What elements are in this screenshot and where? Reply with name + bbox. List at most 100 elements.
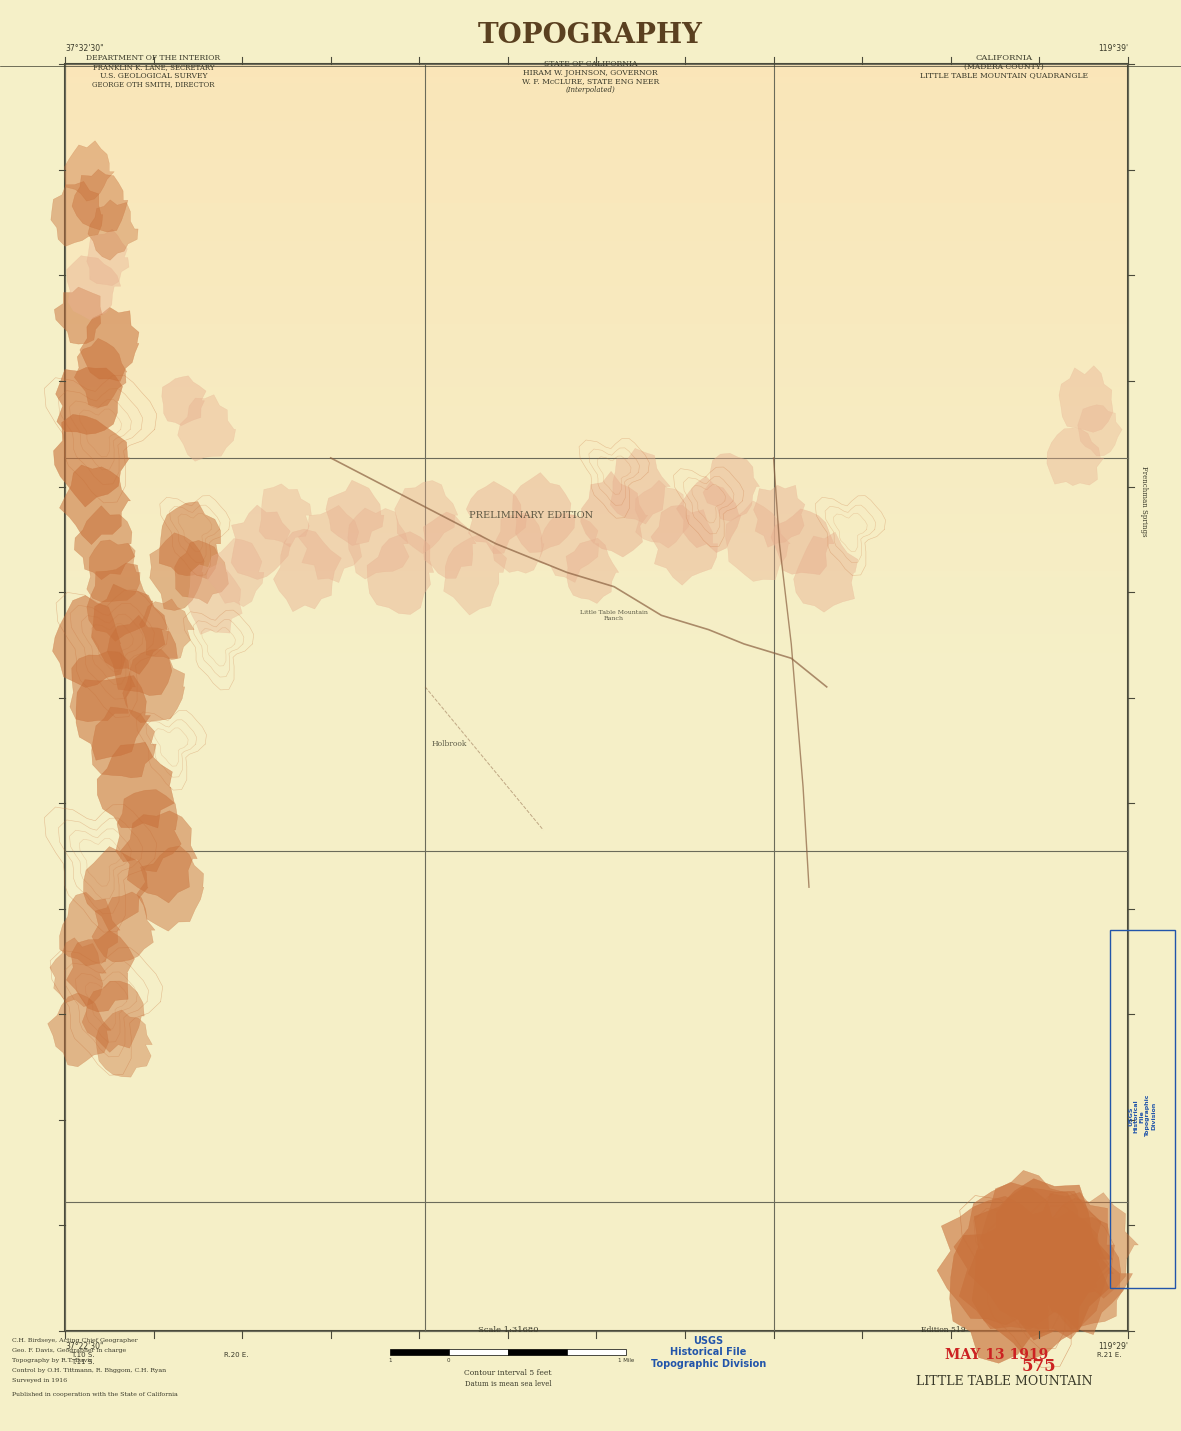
- Text: Little Table Mountain
Ranch: Little Table Mountain Ranch: [580, 610, 648, 621]
- Polygon shape: [274, 529, 341, 611]
- Polygon shape: [444, 534, 507, 615]
- Polygon shape: [513, 472, 575, 552]
- Polygon shape: [56, 368, 123, 435]
- Text: C.H. Birdseye, Acting Chief Geographer: C.H. Birdseye, Acting Chief Geographer: [12, 1338, 137, 1342]
- Bar: [65, 64, 1128, 1331]
- Polygon shape: [581, 471, 647, 557]
- Polygon shape: [1030, 1218, 1133, 1335]
- Polygon shape: [87, 200, 138, 260]
- Polygon shape: [92, 892, 155, 962]
- Polygon shape: [725, 501, 790, 581]
- Bar: [390, 1349, 449, 1355]
- Text: DEPARTMENT OF THE INTERIOR: DEPARTMENT OF THE INTERIOR: [86, 54, 221, 63]
- Text: (MADERA COUNTY): (MADERA COUNTY): [964, 63, 1044, 72]
- Polygon shape: [74, 505, 135, 580]
- Text: 119°29': 119°29': [1098, 1342, 1128, 1351]
- Polygon shape: [50, 937, 106, 1007]
- Polygon shape: [92, 707, 156, 778]
- Text: 37°22'30": 37°22'30": [65, 1342, 104, 1351]
- Polygon shape: [753, 485, 805, 547]
- Polygon shape: [1048, 1238, 1124, 1329]
- Polygon shape: [1078, 405, 1122, 456]
- Polygon shape: [59, 465, 130, 545]
- Text: LITTLE TABLE MOUNTAIN: LITTLE TABLE MOUNTAIN: [915, 1375, 1092, 1388]
- Text: Holbrook: Holbrook: [431, 740, 466, 748]
- Text: CALIFORNIA: CALIFORNIA: [976, 54, 1032, 63]
- Polygon shape: [1046, 428, 1104, 485]
- Polygon shape: [97, 743, 175, 829]
- Text: GEORGE OTH SMITH, DIRECTOR: GEORGE OTH SMITH, DIRECTOR: [92, 80, 215, 89]
- Text: R.20 E.: R.20 E.: [224, 1352, 248, 1358]
- Text: PRELIMINARY EDITION: PRELIMINARY EDITION: [469, 511, 594, 519]
- Polygon shape: [177, 395, 235, 461]
- Polygon shape: [175, 541, 228, 604]
- Polygon shape: [150, 532, 204, 611]
- Polygon shape: [54, 288, 102, 343]
- Text: 0: 0: [448, 1358, 450, 1362]
- Polygon shape: [938, 1196, 1043, 1325]
- Text: Datum is mean sea level: Datum is mean sea level: [464, 1379, 552, 1388]
- Polygon shape: [74, 338, 126, 408]
- Polygon shape: [299, 505, 361, 582]
- Polygon shape: [96, 1010, 152, 1078]
- Polygon shape: [394, 481, 458, 554]
- Polygon shape: [677, 477, 740, 552]
- Bar: [567, 1349, 626, 1355]
- Text: Geo. F. Davis, Geographer in charge: Geo. F. Davis, Geographer in charge: [12, 1348, 126, 1352]
- Polygon shape: [231, 505, 291, 580]
- Text: Surveyed in 1916: Surveyed in 1916: [12, 1378, 67, 1382]
- Polygon shape: [87, 562, 152, 641]
- Polygon shape: [611, 448, 671, 524]
- Text: R.21 E.: R.21 E.: [1097, 1352, 1122, 1358]
- Polygon shape: [988, 1188, 1101, 1309]
- Polygon shape: [86, 539, 141, 602]
- Polygon shape: [139, 600, 194, 660]
- Polygon shape: [539, 514, 599, 582]
- Polygon shape: [1059, 366, 1113, 432]
- Polygon shape: [70, 651, 136, 721]
- Bar: [508, 1349, 567, 1355]
- Text: HIRAM W. JOHNSON, GOVERNOR: HIRAM W. JOHNSON, GOVERNOR: [523, 69, 658, 77]
- Text: Frenchman Springs: Frenchman Springs: [1140, 465, 1148, 537]
- Text: (Interpolated): (Interpolated): [566, 86, 615, 94]
- Polygon shape: [162, 376, 205, 425]
- Polygon shape: [123, 650, 184, 723]
- Polygon shape: [771, 509, 834, 575]
- Polygon shape: [116, 790, 181, 871]
- Polygon shape: [83, 982, 144, 1052]
- Text: USGS
Historical File
Topographic Division: USGS Historical File Topographic Divisio…: [651, 1335, 766, 1369]
- Text: T.10 S.
T.11 S.: T.10 S. T.11 S.: [71, 1352, 94, 1365]
- Polygon shape: [980, 1171, 1081, 1296]
- Polygon shape: [86, 229, 129, 286]
- Polygon shape: [159, 502, 221, 580]
- Text: Contour interval 5 feet: Contour interval 5 feet: [464, 1368, 552, 1377]
- Polygon shape: [47, 993, 111, 1066]
- Text: Edition 519: Edition 519: [921, 1325, 966, 1334]
- Text: 37°32'30": 37°32'30": [65, 44, 104, 53]
- Bar: [1110, 930, 1175, 1288]
- Polygon shape: [53, 415, 130, 507]
- Polygon shape: [72, 169, 128, 232]
- Polygon shape: [120, 811, 197, 903]
- Polygon shape: [954, 1182, 1077, 1329]
- Polygon shape: [423, 512, 476, 578]
- Text: U.S. GEOLOGICAL SURVEY: U.S. GEOLOGICAL SURVEY: [99, 72, 208, 80]
- Text: Published in cooperation with the State of California: Published in cooperation with the State …: [12, 1392, 177, 1397]
- Text: 575: 575: [1022, 1358, 1056, 1375]
- Polygon shape: [492, 512, 544, 574]
- Polygon shape: [92, 584, 168, 674]
- Polygon shape: [51, 182, 103, 246]
- Text: Scale 1:31680: Scale 1:31680: [477, 1325, 539, 1334]
- Polygon shape: [703, 454, 759, 521]
- Polygon shape: [207, 538, 263, 607]
- Polygon shape: [188, 562, 242, 634]
- Text: USGS
Historical
File
Topographic
Division: USGS Historical File Topographic Divisio…: [1128, 1095, 1156, 1138]
- Text: MAY 13 1919: MAY 13 1919: [945, 1348, 1048, 1362]
- Text: Control by O.H. Tittmann, R. Bhggom, C.H. Ryan: Control by O.H. Tittmann, R. Bhggom, C.H…: [12, 1368, 167, 1372]
- Text: FRANKLIN K. LANE, SECRETARY: FRANKLIN K. LANE, SECRETARY: [93, 63, 214, 72]
- Text: 1: 1: [389, 1358, 391, 1362]
- Polygon shape: [65, 140, 115, 202]
- Text: W. F. McCLURE, STATE ENG NEER: W. F. McCLURE, STATE ENG NEER: [522, 77, 659, 86]
- Bar: [449, 1349, 508, 1355]
- Text: STATE OF CALIFORNIA: STATE OF CALIFORNIA: [543, 60, 638, 69]
